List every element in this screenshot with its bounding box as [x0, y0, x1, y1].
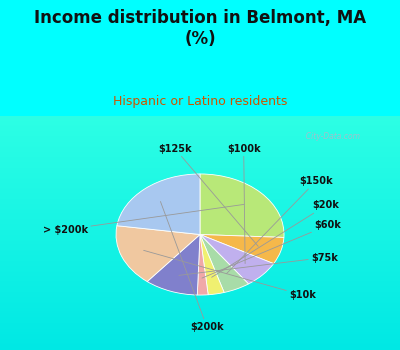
- Text: Hispanic or Latino residents: Hispanic or Latino residents: [113, 95, 287, 108]
- Wedge shape: [200, 234, 248, 293]
- Text: City-Data.com: City-Data.com: [301, 132, 360, 141]
- Text: $125k: $125k: [158, 144, 258, 246]
- Text: $10k: $10k: [144, 250, 316, 300]
- Text: $150k: $150k: [226, 176, 333, 274]
- Wedge shape: [116, 226, 200, 281]
- Wedge shape: [200, 234, 284, 264]
- Text: $200k: $200k: [160, 202, 224, 331]
- Wedge shape: [147, 234, 200, 295]
- Text: $20k: $20k: [212, 201, 340, 277]
- Text: > $200k: > $200k: [43, 204, 244, 234]
- Text: Income distribution in Belmont, MA
(%): Income distribution in Belmont, MA (%): [34, 9, 366, 48]
- Wedge shape: [200, 234, 224, 295]
- Wedge shape: [200, 174, 284, 237]
- Wedge shape: [197, 234, 208, 295]
- Wedge shape: [200, 234, 274, 284]
- Wedge shape: [117, 174, 200, 234]
- Text: $60k: $60k: [202, 220, 341, 278]
- Text: $75k: $75k: [179, 252, 338, 275]
- Text: $100k: $100k: [227, 144, 260, 264]
